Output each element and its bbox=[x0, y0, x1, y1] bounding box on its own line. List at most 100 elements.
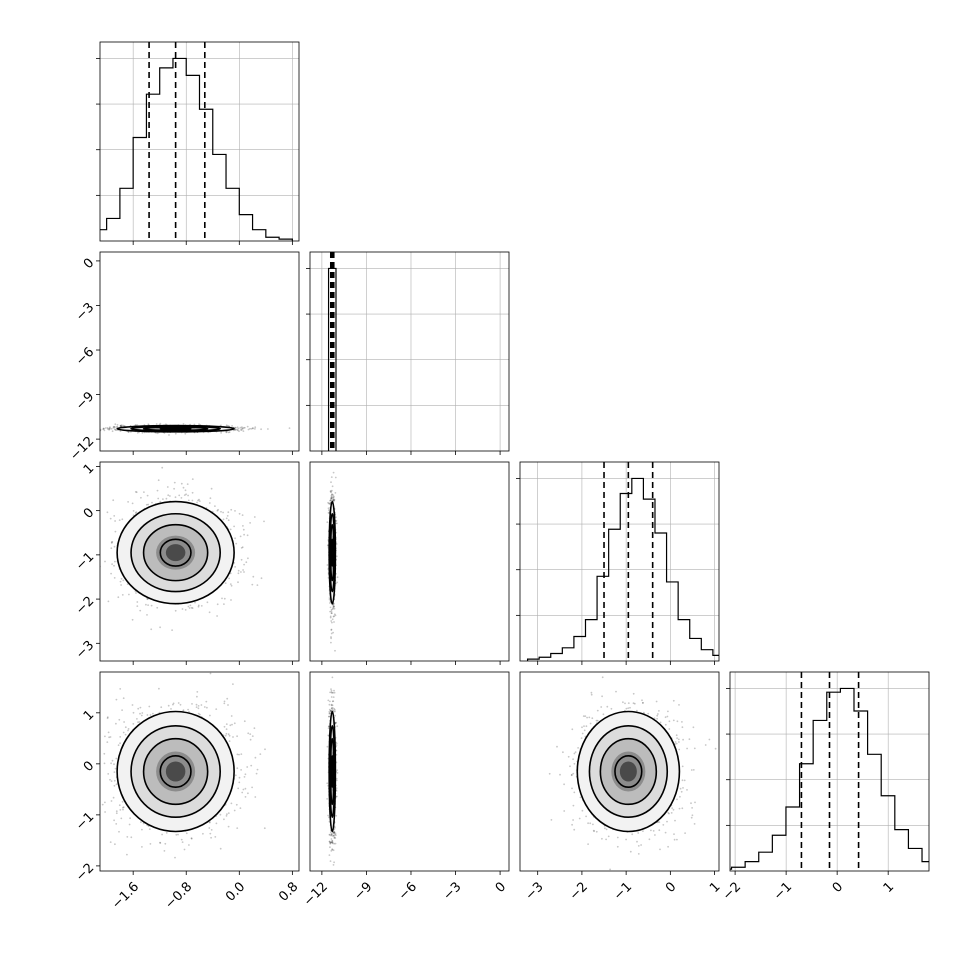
scatter-point bbox=[335, 555, 338, 558]
scatter-point bbox=[237, 427, 240, 430]
scatter-point bbox=[196, 695, 198, 698]
scatter-point bbox=[334, 492, 337, 494]
scatter-point bbox=[242, 569, 245, 571]
scatter-point bbox=[115, 429, 118, 431]
scatter-point bbox=[210, 836, 213, 839]
scatter-point bbox=[330, 499, 332, 501]
scatter-point bbox=[110, 800, 113, 802]
scatter-point bbox=[50, 432, 52, 434]
scatter-point bbox=[334, 649, 336, 652]
scatter-point bbox=[330, 495, 333, 498]
scatter-point bbox=[113, 819, 115, 822]
scatter-point bbox=[237, 572, 240, 575]
scatter-point bbox=[330, 496, 333, 499]
scatter-point bbox=[239, 535, 242, 538]
scatter-point bbox=[164, 842, 167, 845]
contour-2 bbox=[329, 523, 335, 582]
scatter-point bbox=[120, 424, 123, 427]
scatter-point bbox=[331, 485, 334, 488]
scatter-point bbox=[234, 426, 237, 429]
scatter-point bbox=[186, 483, 189, 485]
scatter-point bbox=[227, 519, 230, 522]
scatter-point bbox=[219, 847, 222, 850]
scatter-point bbox=[181, 608, 184, 610]
scatter-point bbox=[113, 564, 115, 567]
scatter-point bbox=[217, 508, 220, 511]
scatter-point bbox=[136, 601, 139, 603]
scatter-point bbox=[180, 482, 183, 485]
scatter-point bbox=[330, 497, 332, 499]
scatter-point bbox=[151, 501, 153, 504]
scatter-point bbox=[227, 812, 230, 814]
scatter-point bbox=[329, 610, 331, 613]
scatter-point bbox=[107, 731, 110, 734]
scatter-point bbox=[333, 621, 335, 623]
scatter-point bbox=[139, 712, 141, 715]
scatter-point bbox=[327, 512, 330, 514]
scatter-point bbox=[331, 618, 334, 621]
scatter-point bbox=[119, 425, 122, 427]
scatter-point bbox=[330, 610, 333, 613]
scatter-point bbox=[150, 604, 153, 607]
scatter-point bbox=[254, 428, 256, 430]
scatter-point bbox=[112, 499, 115, 502]
scatter-point bbox=[288, 427, 291, 429]
scatter-point bbox=[330, 629, 333, 631]
scatter-point bbox=[94, 544, 96, 546]
scatter-point bbox=[330, 481, 332, 484]
scatter-point bbox=[180, 497, 183, 499]
scatter-point bbox=[336, 581, 338, 584]
scatter-point bbox=[135, 592, 137, 594]
scatter-point bbox=[241, 514, 244, 516]
scatter-point bbox=[329, 615, 332, 618]
scatter-point bbox=[242, 430, 245, 432]
scatter-point bbox=[237, 581, 239, 584]
y-tick-label: −2 bbox=[73, 594, 97, 618]
scatter-point bbox=[260, 428, 262, 431]
scatter-point bbox=[121, 594, 124, 596]
histogram-2 bbox=[526, 477, 719, 661]
scatter-point bbox=[329, 490, 332, 493]
scatter-point bbox=[147, 503, 150, 506]
scatter-point bbox=[223, 603, 225, 605]
scatter-point bbox=[333, 499, 335, 501]
scatter-point bbox=[336, 576, 339, 579]
scatter-point bbox=[243, 426, 246, 429]
scatter-point bbox=[227, 511, 230, 514]
scatter-point bbox=[178, 494, 181, 497]
scatter-point bbox=[235, 803, 238, 806]
scatter-point bbox=[220, 510, 222, 513]
scatter-point bbox=[330, 497, 333, 500]
scatter-point bbox=[333, 615, 335, 617]
scatter-point bbox=[249, 522, 252, 524]
scatter-point bbox=[332, 499, 334, 502]
scatter-point bbox=[194, 601, 196, 604]
scatter-point bbox=[216, 509, 219, 512]
scatter-point bbox=[202, 832, 204, 835]
scatter-point bbox=[118, 519, 121, 521]
scatter-point bbox=[332, 615, 335, 618]
y-tick-label: −12 bbox=[67, 434, 97, 464]
scatter-point bbox=[187, 499, 190, 502]
scatter-point bbox=[126, 836, 129, 838]
scatter-point bbox=[175, 833, 178, 836]
scatter-point bbox=[335, 543, 338, 545]
scatter-point bbox=[328, 502, 330, 505]
scatter-point bbox=[231, 425, 234, 427]
scatter-point bbox=[96, 433, 98, 435]
scatter-point bbox=[110, 542, 113, 544]
scatter-point bbox=[214, 505, 216, 507]
scatter-point bbox=[107, 600, 110, 603]
scatter-point bbox=[198, 500, 201, 502]
scatter-point bbox=[128, 823, 131, 826]
scatter-point bbox=[331, 621, 333, 624]
scatter-point bbox=[135, 491, 138, 494]
scatter-point bbox=[240, 558, 243, 561]
scatter-point bbox=[238, 776, 241, 779]
scatter-point bbox=[259, 753, 262, 755]
scatter-point bbox=[136, 431, 139, 434]
scatter-point bbox=[225, 431, 228, 434]
panel-frame bbox=[309, 251, 510, 452]
scatter-point bbox=[250, 427, 253, 430]
scatter-point bbox=[332, 497, 335, 499]
